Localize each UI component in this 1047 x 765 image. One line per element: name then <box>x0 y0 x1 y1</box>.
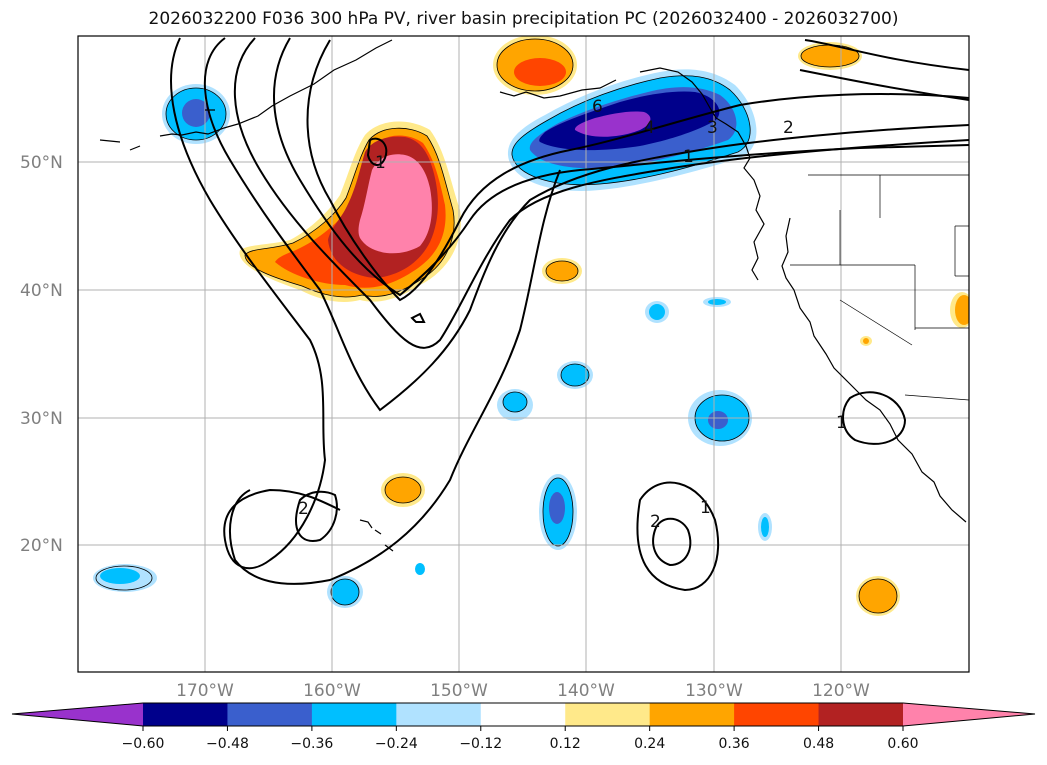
contour-label: 6 <box>592 97 603 117</box>
contour-label: 1 <box>375 153 386 173</box>
colorbar-tick-label: 0.48 <box>803 736 834 752</box>
gridlines <box>78 36 969 672</box>
colorbar-segment <box>649 703 735 726</box>
lon-label: 150°W <box>430 681 488 701</box>
precip-shading <box>93 36 969 616</box>
contour-label: 1 <box>683 147 694 167</box>
contour-labels: 1 2 3 4 6 1 2 2 1 1 <box>298 97 847 532</box>
lon-label: 130°W <box>685 681 743 701</box>
contour-label: 1 <box>836 413 847 433</box>
colorbar: −0.60 −0.48 −0.36 −0.24 −0.12 0.12 0.24 0.36 0.4… <box>11 702 1036 752</box>
figure-title: 2026032200 F036 300 hPa PV, river basin … <box>148 9 899 29</box>
lat-label: 50°N <box>20 153 63 173</box>
colorbar-ticks: −0.60 −0.48 −0.36 −0.24 −0.12 0.12 0.24 0.36 0.4… <box>122 726 919 752</box>
colorbar-segment <box>396 703 482 726</box>
colorbar-tick-label: −0.60 <box>122 736 165 752</box>
lat-label: 20°N <box>20 536 63 556</box>
colorbar-tick-label: −0.12 <box>459 736 502 752</box>
contour-label: 1 <box>700 498 711 518</box>
map-area: 1 2 3 4 6 1 2 2 1 1 <box>78 36 969 672</box>
colorbar-segment <box>311 703 397 726</box>
colorbar-segment <box>818 703 904 726</box>
lon-label: 170°W <box>176 681 234 701</box>
colorbar-tick-label: −0.48 <box>206 736 249 752</box>
pv-contours <box>170 37 969 592</box>
colorbar-tick-label: 0.24 <box>634 736 665 752</box>
lon-label: 140°W <box>557 681 615 701</box>
contour-label: 2 <box>650 512 661 532</box>
colorbar-tick-label: −0.24 <box>375 736 418 752</box>
colorbar-over-arrow <box>903 703 1035 726</box>
lon-label: 120°W <box>812 681 870 701</box>
contour-label: 3 <box>707 118 718 138</box>
colorbar-tick-label: 0.60 <box>887 736 918 752</box>
contour-label: 4 <box>644 118 655 138</box>
colorbar-tick-label: −0.36 <box>290 736 333 752</box>
colorbar-under-arrow <box>12 703 143 726</box>
longitude-labels: 170°W 160°W 150°W 140°W 130°W 120°W <box>176 681 870 701</box>
lat-label: 30°N <box>20 409 63 429</box>
colorbar-tick-label: 0.36 <box>719 736 750 752</box>
coastlines <box>99 39 967 552</box>
colorbar-segment <box>480 703 566 726</box>
lat-label: 40°N <box>20 281 63 301</box>
colorbar-tick-label: 0.12 <box>550 736 581 752</box>
lon-label: 160°W <box>303 681 361 701</box>
colorbar-segment <box>734 703 820 726</box>
colorbar-segment <box>143 703 228 726</box>
state-borders <box>790 174 969 401</box>
contour-label: 2 <box>783 118 794 138</box>
colorbar-segments <box>143 703 904 726</box>
colorbar-segment <box>565 703 651 726</box>
latitude-labels: 50°N 40°N 30°N 20°N <box>20 153 63 556</box>
map-frame <box>77 35 970 673</box>
colorbar-segment <box>227 703 313 726</box>
contour-label: 2 <box>298 499 309 519</box>
